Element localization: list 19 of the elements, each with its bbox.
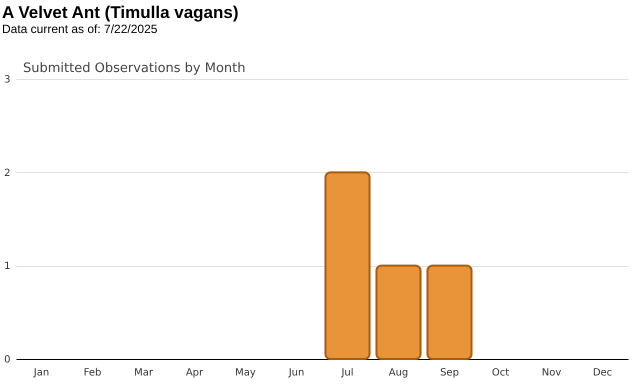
x-tick-label: Oct xyxy=(492,368,510,378)
x-tick-label: Dec xyxy=(592,368,612,378)
x-tick-label: Jan xyxy=(32,368,50,378)
x-tick-label: Aug xyxy=(388,368,408,378)
chart-subtitle: Data current as of: 7/22/2025 xyxy=(2,22,158,36)
y-tick-label: 0 xyxy=(4,354,10,366)
x-tick-label: Mar xyxy=(134,368,154,378)
y-tick-label: 2 xyxy=(4,168,10,179)
y-tick-label: 3 xyxy=(4,74,10,86)
x-tick-label: Feb xyxy=(84,368,102,378)
y-tick-label: 1 xyxy=(4,261,10,272)
x-tick-label: Jul xyxy=(340,368,354,378)
x-tick-label: Sep xyxy=(440,368,459,378)
x-tick-label: Jun xyxy=(288,368,304,378)
x-tick-label: Apr xyxy=(186,368,204,378)
x-tick-label: Nov xyxy=(542,368,562,378)
x-tick-label: May xyxy=(235,368,256,378)
text: Submitted Observations by Month xyxy=(23,61,246,76)
chart-title: A Velvet Ant (Timulla vagans) xyxy=(2,3,238,22)
